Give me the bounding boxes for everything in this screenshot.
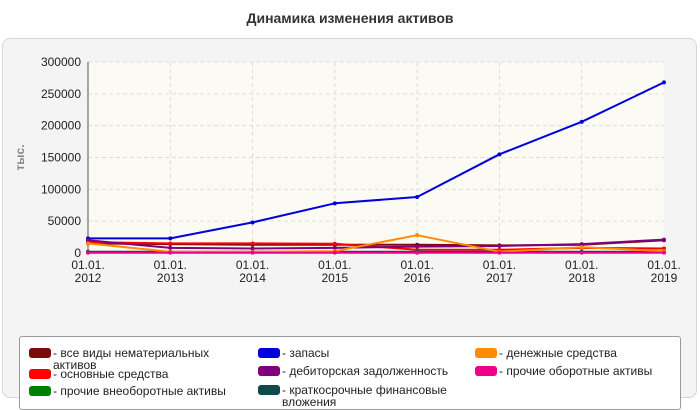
legend-swatch [29, 386, 51, 396]
x-tick-label: 01.01. 2016 [400, 258, 433, 285]
data-point [497, 152, 502, 157]
legend-item: - денежные средства [475, 347, 675, 359]
data-point [332, 241, 337, 246]
data-point [168, 241, 173, 246]
legend-label: - все виды нематериальных активов [53, 346, 210, 372]
y-tick-label: 50000 [48, 214, 82, 228]
y-tick-label: 150000 [41, 151, 81, 165]
x-tick-label: 01.01. 2018 [565, 258, 598, 285]
legend-item: - основные средства [29, 368, 224, 380]
x-tick-label: 01.01. 2015 [318, 258, 351, 285]
data-point [579, 250, 584, 255]
legend-swatch [29, 348, 51, 358]
legend-label: - краткосрочные финансовые вложения [282, 383, 447, 409]
legend-item: - все виды нематериальных активов [29, 347, 224, 371]
legend-item: - краткосрочные финансовые вложения [258, 384, 468, 408]
x-tick-label: 01.01. 2012 [71, 258, 104, 285]
data-point [662, 250, 666, 255]
data-point [497, 250, 502, 255]
data-point [250, 220, 255, 225]
chart-panel: 0 50000 100000 150000 200000 250000 300000 01.0… [2, 38, 697, 410]
data-point [662, 237, 666, 242]
data-point [332, 245, 337, 250]
data-point [250, 246, 255, 251]
legend-label: - прочие внеоборотные активы [53, 384, 226, 398]
data-point [250, 250, 255, 255]
legend-item: - запасы [258, 347, 468, 359]
legend-item: - прочие внеоборотные активы [29, 385, 244, 397]
y-axis-label: тыс. [13, 144, 27, 170]
data-point [168, 245, 173, 250]
legend-swatch [258, 385, 280, 395]
legend-swatch [258, 348, 280, 358]
legend-label: - дебиторская задолженность [282, 364, 449, 378]
legend-item: - дебиторская задолженность [258, 365, 473, 377]
data-point [86, 241, 90, 246]
data-point [662, 80, 666, 85]
series-line [88, 81, 665, 240]
chart-plot: 0 50000 100000 150000 200000 250000 300000 01.0… [13, 55, 681, 285]
legend-label: - прочие оборотные активы [499, 364, 653, 378]
y-tick-label: 200000 [41, 119, 81, 133]
series-line [87, 238, 665, 250]
data-point [86, 238, 90, 243]
data-point [497, 243, 502, 248]
data-point [86, 250, 90, 255]
y-tick-label: 0 [74, 246, 81, 260]
legend-swatch [29, 369, 51, 379]
y-tick-label: 300000 [41, 55, 81, 69]
legend-label: - основные средства [53, 367, 169, 381]
legend-swatch [475, 366, 497, 376]
x-tick-label: 01.01. 2013 [154, 258, 187, 285]
y-tick-label: 250000 [41, 87, 81, 101]
chart-title: Динамика изменения активов [246, 10, 454, 26]
legend-swatch [475, 348, 497, 358]
data-point [579, 245, 584, 250]
legend-label: - запасы [282, 346, 330, 360]
data-point [332, 201, 337, 206]
y-tick-label: 100000 [41, 182, 81, 196]
data-point [168, 250, 173, 255]
data-point [415, 244, 420, 249]
data-point [415, 233, 420, 238]
x-tick-label: 01.01. 2019 [647, 258, 680, 285]
data-point [415, 194, 420, 199]
data-point [579, 242, 584, 247]
legend-label: - денежные средства [499, 346, 617, 360]
data-point [415, 250, 420, 255]
legend-item: - прочие оборотные активы [475, 365, 675, 377]
x-tick-label: 01.01. 2014 [236, 258, 269, 285]
legend-swatch [258, 366, 280, 376]
data-point [168, 236, 173, 241]
data-point [332, 250, 337, 255]
chart-legend: - все виды нематериальных активов - основ… [19, 336, 681, 410]
data-point [579, 119, 584, 124]
x-tick-label: 01.01. 2017 [483, 258, 516, 285]
data-point [250, 241, 255, 246]
